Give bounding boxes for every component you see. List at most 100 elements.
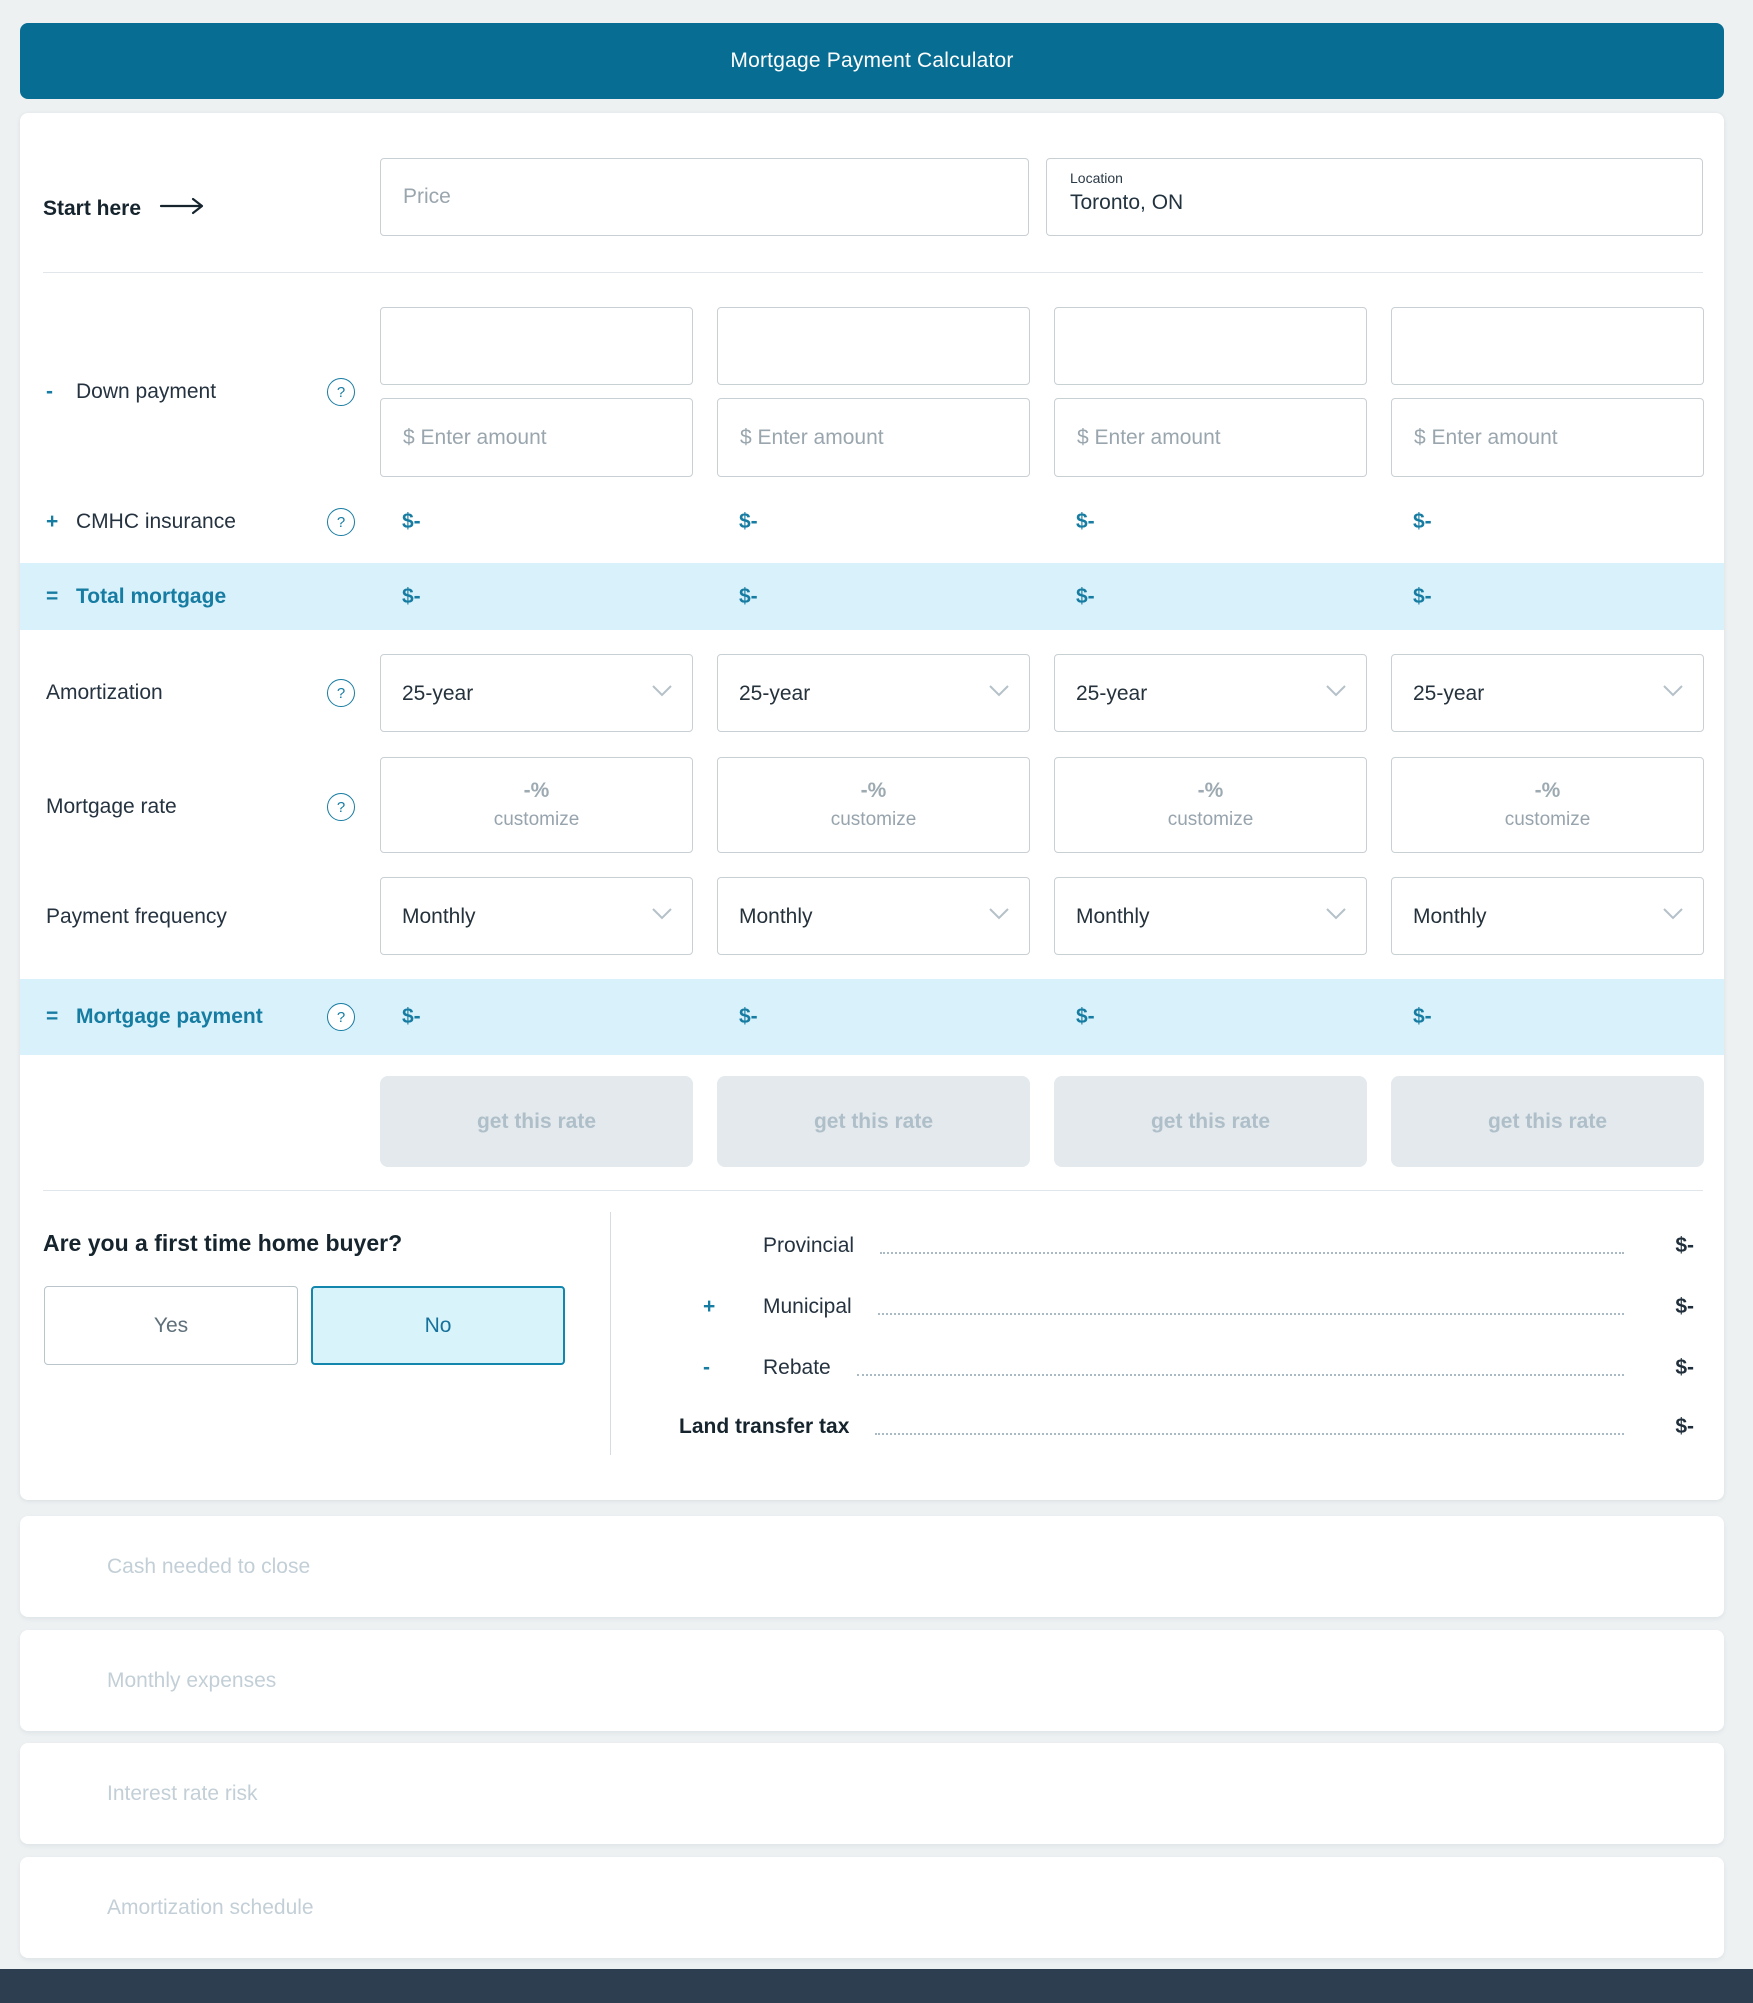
down-payment-percent-input[interactable] <box>380 307 693 385</box>
down-payment-amount-input[interactable] <box>1054 398 1367 477</box>
rebate-value: $- <box>1675 1356 1694 1379</box>
mortgage-payment-label-row: = Mortgage payment ? <box>43 979 355 1055</box>
page-title: Mortgage Payment Calculator <box>730 49 1014 72</box>
section-amortization-schedule[interactable]: Amortization schedule <box>20 1857 1724 1958</box>
payment-frequency-label: Payment frequency <box>46 905 227 928</box>
section-interest-rate-risk[interactable]: Interest rate risk <box>20 1743 1724 1844</box>
total-mortgage-row: = Total mortgage $- $- $- $- <box>20 563 1724 630</box>
get-this-rate-button[interactable]: get this rate <box>1054 1076 1367 1167</box>
mortgage-rate-customize-button[interactable]: -% customize <box>1391 757 1704 853</box>
section-label: Cash needed to close <box>107 1554 311 1578</box>
provincial-value: $- <box>1675 1234 1694 1257</box>
mortgage-rate-customize-button[interactable]: -% customize <box>1054 757 1367 853</box>
cmhc-insurance-value: $- <box>739 510 758 533</box>
mortgage-rate-value: -% <box>860 779 887 802</box>
cmhc-insurance-label: CMHC insurance <box>76 510 236 533</box>
land-transfer-tax-value: $- <box>1675 1415 1694 1438</box>
section-cash-needed-to-close[interactable]: Cash needed to close <box>20 1516 1724 1617</box>
first-time-buyer-no-button[interactable]: No <box>311 1286 565 1365</box>
dotted-leader <box>877 1313 1624 1315</box>
mortgage-rate-label-row: Mortgage rate ? <box>43 783 355 831</box>
payment-frequency-label-row: Payment frequency <box>43 893 355 941</box>
amortization-select[interactable]: 25-year <box>1054 654 1367 732</box>
down-payment-percent-input[interactable] <box>1391 307 1704 385</box>
start-here-label: Start here <box>43 197 142 220</box>
down-payment-percent-input[interactable] <box>717 307 1030 385</box>
total-mortgage-value: $- <box>402 584 421 608</box>
mortgage-payment-label: Mortgage payment <box>76 1005 263 1028</box>
rebate-row: - Rebate $- <box>643 1344 1694 1392</box>
total-mortgage-value: $- <box>1413 584 1432 608</box>
payment-frequency-select[interactable]: Monthly <box>380 877 693 955</box>
help-icon[interactable]: ? <box>327 793 355 821</box>
help-icon[interactable]: ? <box>327 679 355 707</box>
footer-bar <box>0 1969 1753 2003</box>
mortgage-rate-row: -% customize -% customize -% customize -… <box>380 757 1704 853</box>
right-arrow-icon <box>159 196 205 222</box>
down-payment-label-row: - Down payment ? <box>43 368 355 416</box>
customize-label: customize <box>1504 809 1591 830</box>
payment-frequency-select-row: Monthly Monthly Monthly Monthly <box>380 877 1704 955</box>
provincial-tax-row: Provincial $- <box>643 1222 1694 1270</box>
location-value: Toronto, ON <box>1070 191 1184 214</box>
help-icon[interactable]: ? <box>327 508 355 536</box>
amortization-label: Amortization <box>46 681 163 704</box>
mortgage-payment-row: = Mortgage payment ? $- $- $- $- <box>20 979 1724 1055</box>
down-payment-amount-input[interactable] <box>717 398 1030 477</box>
plus-sign: + <box>46 510 59 533</box>
section-label: Interest rate risk <box>107 1781 258 1805</box>
total-mortgage-label: Total mortgage <box>76 584 227 608</box>
amortization-select[interactable]: 25-year <box>380 654 693 732</box>
down-payment-percent-input[interactable] <box>1054 307 1367 385</box>
help-icon[interactable]: ? <box>327 1003 355 1031</box>
provincial-label: Provincial <box>763 1234 855 1257</box>
help-icon[interactable]: ? <box>327 378 355 406</box>
section-label: Amortization schedule <box>107 1895 314 1919</box>
get-this-rate-button[interactable]: get this rate <box>717 1076 1030 1167</box>
first-time-buyer-yes-button[interactable]: Yes <box>44 1286 298 1365</box>
municipal-tax-row: + Municipal $- <box>643 1283 1694 1331</box>
land-transfer-tax-label: Land transfer tax <box>679 1415 850 1438</box>
payment-frequency-select[interactable]: Monthly <box>1391 877 1704 955</box>
total-mortgage-label-row: = Total mortgage <box>43 563 355 630</box>
equals-sign: = <box>46 584 59 608</box>
mortgage-payment-value: $- <box>1413 1005 1432 1028</box>
divider <box>43 1190 1703 1191</box>
land-transfer-tax-row: Land transfer tax $- <box>643 1403 1694 1451</box>
total-mortgage-value: $- <box>739 584 758 608</box>
amortization-select[interactable]: 25-year <box>717 654 1030 732</box>
payment-frequency-select[interactable]: Monthly <box>1054 877 1367 955</box>
down-payment-amount-input[interactable] <box>1391 398 1704 477</box>
mortgage-rate-customize-button[interactable]: -% customize <box>717 757 1030 853</box>
get-this-rate-button[interactable]: get this rate <box>380 1076 693 1167</box>
rate-buttons-row: get this rate get this rate get this rat… <box>380 1076 1704 1167</box>
section-label: Monthly expenses <box>107 1668 277 1692</box>
customize-label: customize <box>493 809 580 830</box>
dotted-leader <box>880 1252 1624 1254</box>
down-payment-label: Down payment <box>76 380 217 403</box>
municipal-value: $- <box>1675 1295 1694 1318</box>
mortgage-rate-customize-button[interactable]: -% customize <box>380 757 693 853</box>
payment-frequency-select[interactable]: Monthly <box>717 877 1030 955</box>
mortgage-rate-label: Mortgage rate <box>46 795 177 818</box>
municipal-label: Municipal <box>763 1295 852 1318</box>
cmhc-insurance-value: $- <box>402 510 421 533</box>
section-monthly-expenses[interactable]: Monthly expenses <box>20 1630 1724 1731</box>
app-header: Mortgage Payment Calculator <box>20 23 1724 99</box>
cmhc-insurance-value-row: $- $- $- $- <box>380 498 1704 546</box>
vertical-divider <box>610 1212 611 1455</box>
minus-sign: - <box>46 380 53 403</box>
location-field[interactable]: Location Toronto, ON <box>1046 158 1703 236</box>
customize-label: customize <box>1167 809 1254 830</box>
rebate-label: Rebate <box>763 1356 831 1379</box>
amortization-select[interactable]: 25-year <box>1391 654 1704 732</box>
get-this-rate-button[interactable]: get this rate <box>1391 1076 1704 1167</box>
price-input[interactable] <box>380 158 1029 236</box>
amortization-select-row: 25-year 25-year 25-year 25-year <box>380 654 1704 732</box>
equals-sign: = <box>46 1005 59 1028</box>
amortization-label-row: Amortization ? <box>43 669 355 717</box>
down-payment-amount-input[interactable] <box>380 398 693 477</box>
dotted-leader <box>875 1433 1624 1435</box>
mortgage-payment-value: $- <box>739 1005 758 1028</box>
total-mortgage-value-row: $- $- $- $- <box>380 563 1704 630</box>
